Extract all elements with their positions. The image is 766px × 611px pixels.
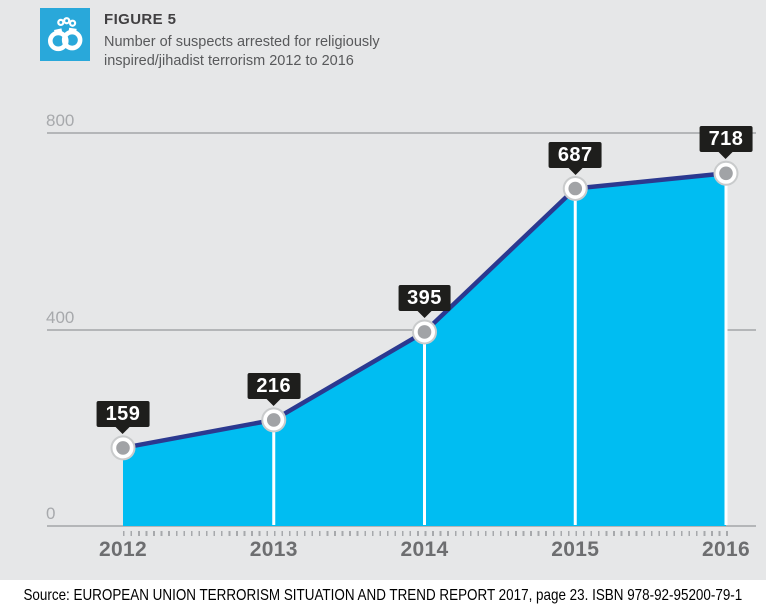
chart-canvas (110, 160, 739, 526)
x-axis-year-label: 2015 (551, 538, 600, 561)
chart-plot-area: 0 400 800 159 216 395 687 718 2012 2013 2014 2015 20… (46, 111, 756, 561)
data-point-marker-center (116, 441, 130, 455)
x-axis-year-label: 2014 (400, 538, 449, 561)
source-text: Source: EUROPEAN UNION TERRORISM SITUATI… (23, 586, 743, 604)
value-label: 718 (699, 126, 753, 160)
data-point-marker-center (266, 413, 281, 427)
data-point-marker-center (719, 166, 733, 181)
handcuffs-icon (47, 16, 83, 51)
value-label: 159 (96, 400, 150, 434)
grid-line (47, 328, 756, 331)
figure-header-text: FIGURE 5 Number of suspects arrested for… (104, 8, 380, 70)
data-point-marker-center (417, 325, 432, 339)
figure-label: FIGURE 5 (104, 11, 177, 28)
figure-header: FIGURE 5 Number of suspects arrested for… (40, 8, 380, 70)
figure-subtitle-line-1: Number of suspects arrested for religiou… (104, 34, 380, 50)
figure-subtitle: Number of suspects arrested for religiou… (104, 33, 380, 70)
x-axis-minor-ticks (123, 531, 730, 536)
grid-line (47, 132, 756, 134)
x-axis-year-label: 2013 (249, 538, 298, 561)
y-axis-tick-label: 0 (46, 504, 56, 523)
value-label: 216 (247, 372, 301, 406)
data-point-marker-center (568, 181, 583, 196)
y-axis-tick-label: 400 (46, 307, 75, 327)
figure-icon-box (40, 8, 90, 61)
value-label: 395 (398, 284, 451, 318)
x-axis-year-label: 2016 (702, 538, 750, 561)
figure-subtitle-line-2: inspired/jihadist terrorism 2012 to 2016 (104, 52, 354, 69)
source-footer: Source: EUROPEAN UNION TERRORISM SITUATI… (0, 580, 766, 611)
value-label: 687 (548, 141, 602, 175)
x-axis-year-label: 2012 (99, 538, 147, 561)
y-axis-tick-label: 800 (46, 111, 75, 130)
